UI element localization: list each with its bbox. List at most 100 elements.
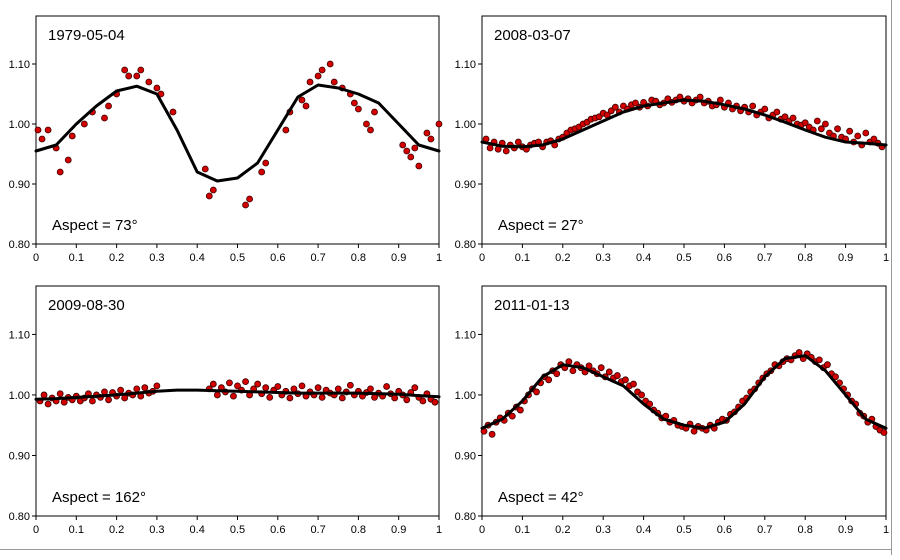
x-tick-label: 0.3 (149, 252, 164, 264)
data-point (318, 66, 326, 74)
data-point (613, 372, 621, 379)
data-point (411, 384, 419, 392)
data-point (781, 113, 789, 121)
data-point (298, 382, 306, 390)
x-tick-label: 0.4 (636, 252, 651, 264)
right-border-line (891, 0, 892, 555)
data-point (761, 105, 769, 113)
data-point (354, 105, 362, 113)
x-tick-label: 0 (479, 252, 485, 264)
x-tick-label: 0.6 (717, 252, 732, 264)
data-point (117, 386, 125, 394)
x-tick-label: 0 (479, 524, 485, 536)
x-tick-label: 0.1 (69, 252, 84, 264)
fit-curve (34, 83, 441, 183)
data-point (834, 125, 841, 133)
y-tick-label: 1.00 (455, 390, 476, 402)
data-point (632, 99, 639, 107)
x-tick-label: 0.3 (149, 524, 164, 536)
x-tick-label: 0.8 (351, 524, 366, 536)
data-point (516, 406, 524, 414)
data-point (545, 376, 553, 384)
x-tick-label: 0.8 (798, 252, 813, 264)
x-tick-label: 0.4 (636, 524, 651, 536)
aspect-annotation: Aspect = 162° (52, 489, 146, 506)
x-tick-label: 0.2 (109, 252, 124, 264)
y-tick-label: 0.80 (9, 239, 30, 251)
data-point (846, 127, 854, 135)
data-point (346, 381, 354, 389)
data-point (824, 361, 831, 369)
data-point (141, 384, 149, 392)
data-point (330, 78, 338, 86)
data-point (201, 165, 209, 173)
data-point (822, 120, 829, 128)
data-point (391, 394, 399, 402)
plot-frame (35, 285, 440, 517)
y-tick-label: 0.90 (455, 179, 476, 191)
x-tick-label: 0.4 (190, 252, 205, 264)
data-point (38, 135, 46, 143)
y-tick-label: 1.00 (9, 390, 30, 402)
data-point (338, 394, 346, 402)
bottom-border-line (0, 549, 892, 550)
data-point (133, 72, 141, 80)
data-point (314, 384, 322, 392)
data-point (105, 396, 112, 404)
data-point (56, 168, 64, 176)
data-point (597, 364, 605, 372)
x-tick-label: 0.4 (190, 524, 205, 536)
y-tick-label: 1.10 (455, 329, 476, 341)
x-tick-label: 1 (883, 524, 889, 536)
data-point (638, 391, 645, 399)
data-point (817, 125, 825, 133)
y-tick-label: 0.90 (455, 450, 476, 462)
data-point (40, 391, 48, 399)
x-tick-label: 0.7 (310, 524, 325, 536)
data-point (246, 195, 253, 203)
x-tick-label: 0.3 (596, 524, 611, 536)
data-point (56, 390, 64, 398)
data-point (431, 398, 439, 406)
data-point (789, 114, 797, 122)
data-point (234, 382, 241, 390)
panel-3: 0 0.1 0.2 0.3 0.4 0.5 0.6 0.7 0.8 0.9 1 0.80 0.90 1.0… (9, 285, 442, 536)
x-tick-label: 0.6 (270, 252, 285, 264)
x-tick-label: 1 (436, 524, 442, 536)
x-tick-label: 0.2 (109, 524, 124, 536)
data-point (262, 159, 270, 167)
data-point (242, 378, 249, 386)
data-point (553, 370, 561, 378)
panel-1: 0 0.1 0.2 0.3 0.4 0.5 0.6 0.7 0.8 0.9 1 0.80 0.90 1.0… (9, 15, 443, 264)
x-tick-label: 0.8 (798, 524, 813, 536)
data-point (423, 129, 431, 137)
x-tick-label: 1 (883, 252, 889, 264)
data-point (411, 144, 419, 152)
data-point (488, 430, 496, 438)
data-point (34, 126, 42, 134)
data-point (696, 93, 704, 101)
data-point (419, 397, 427, 405)
data-point (226, 379, 233, 387)
data-point (514, 138, 522, 146)
data-point (815, 356, 823, 364)
x-tick-label: 0.6 (270, 524, 285, 536)
data-point (334, 385, 342, 393)
data-point (326, 60, 334, 68)
data-point (367, 126, 374, 134)
y-tick-label: 1.10 (9, 329, 30, 341)
x-tick-label: 0.1 (515, 524, 530, 536)
x-tick-label: 0.2 (555, 252, 570, 264)
data-point (205, 192, 213, 200)
data-point (605, 368, 613, 376)
data-point (399, 141, 407, 149)
panel-4: 0 0.1 0.2 0.3 0.4 0.5 0.6 0.7 0.8 0.9 1 0.80 0.90 1.0… (455, 285, 889, 536)
data-point (254, 380, 262, 388)
data-point (427, 135, 435, 143)
data-point (101, 388, 108, 396)
data-point (367, 385, 374, 393)
data-point (274, 383, 282, 390)
data-point (230, 392, 237, 400)
data-point (371, 108, 378, 116)
